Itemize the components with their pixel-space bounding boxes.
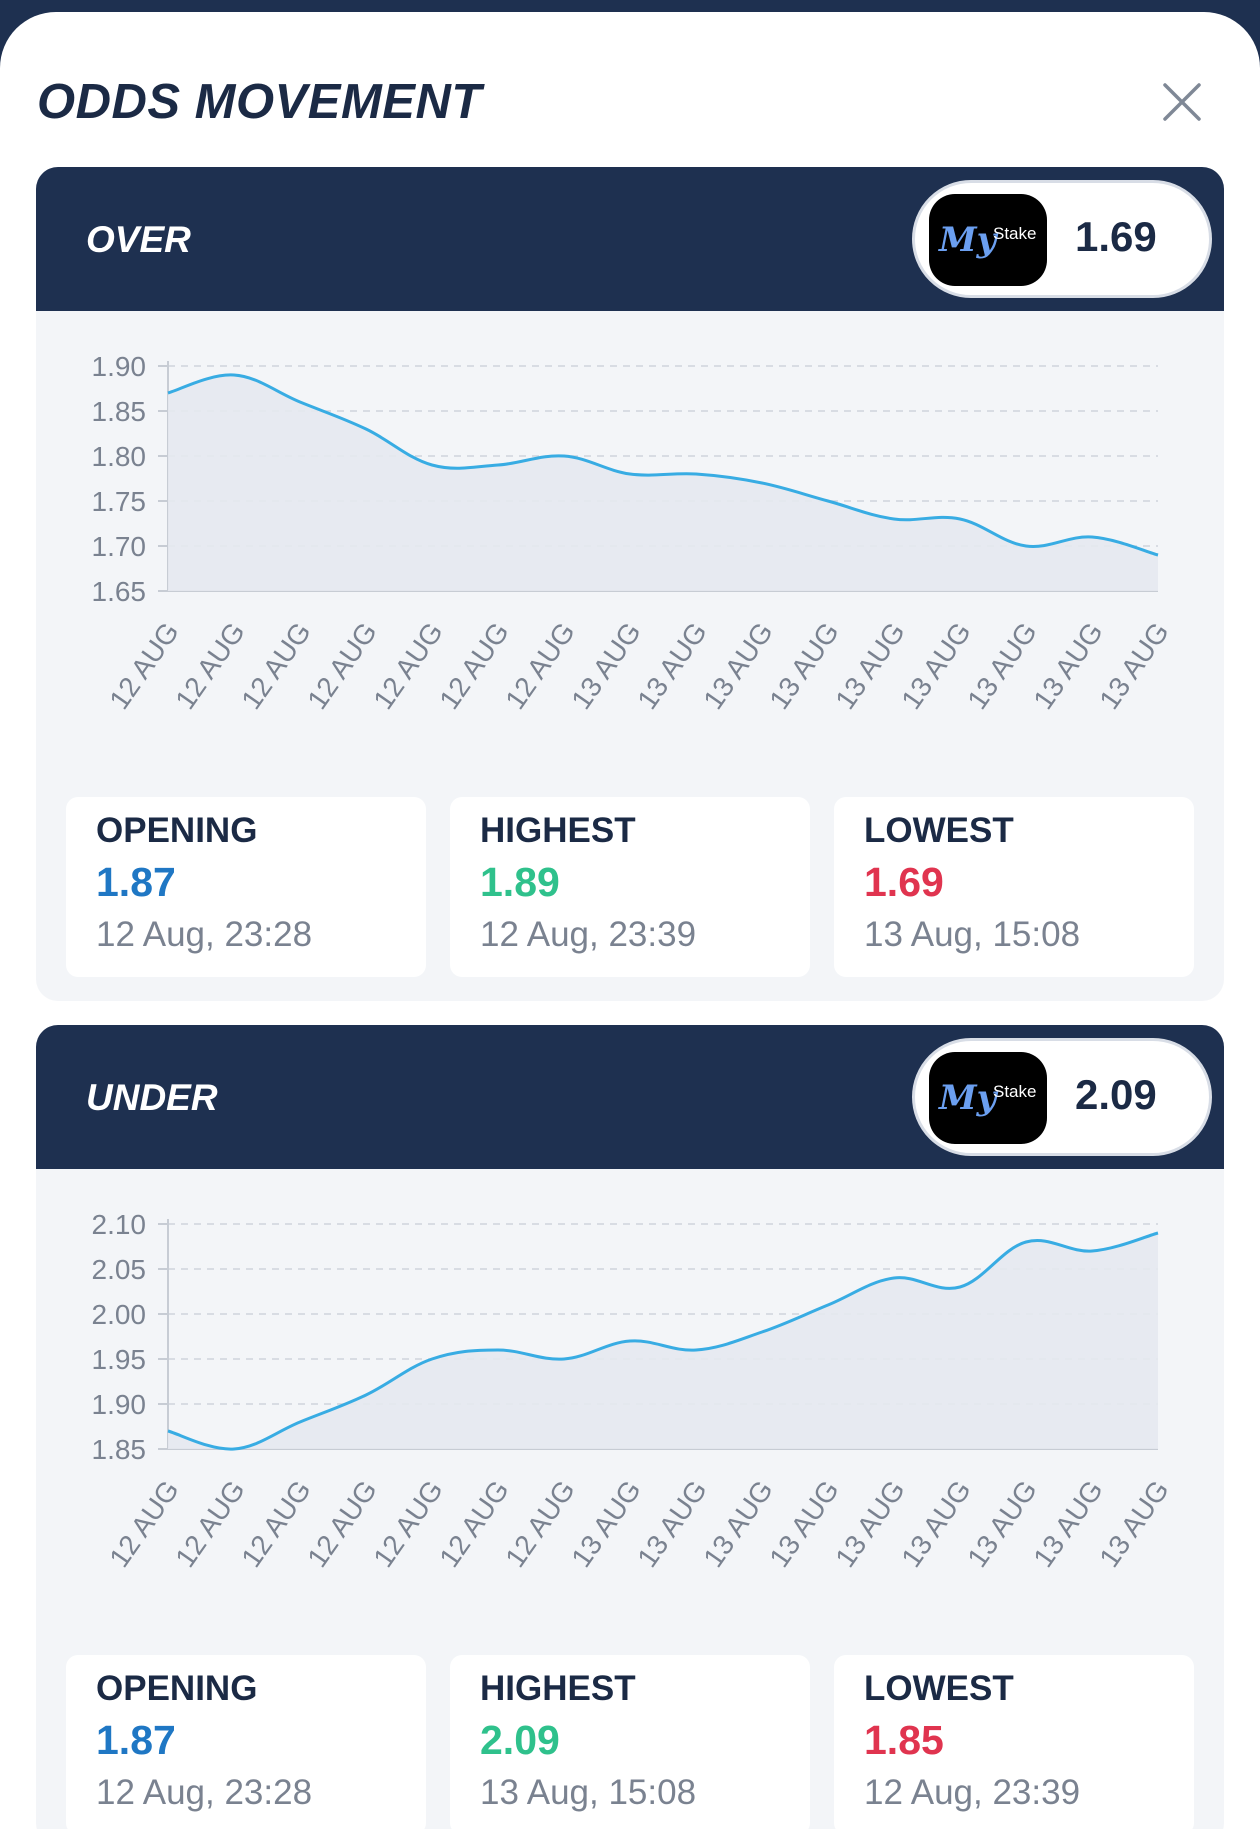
stat-time: 13 Aug, 15:08 xyxy=(864,915,1081,954)
stat-time: 12 Aug, 23:39 xyxy=(480,915,697,954)
panel-label: UNDER xyxy=(86,1077,218,1118)
stat-value: 1.69 xyxy=(864,859,944,905)
stat-value: 1.85 xyxy=(864,1717,944,1763)
panel-header: UNDER My Stake 2.09 xyxy=(36,1025,1224,1169)
y-tick-label: 2.00 xyxy=(92,1299,147,1330)
stat-highest: HIGHEST 1.89 12 Aug, 23:39 xyxy=(450,797,810,977)
stat-label: OPENING xyxy=(96,811,258,850)
panel-header: OVER My Stake 1.69 xyxy=(36,167,1224,311)
chart-under: 2.10 2.05 2.00 1.95 1.90 1.85 12 AUG 12 AUG 12 A… xyxy=(36,1169,1224,1799)
series-line xyxy=(167,373,1159,557)
logo-main-text: My xyxy=(938,220,999,260)
bookmaker-odds-pill[interactable]: My Stake 2.09 xyxy=(912,1038,1212,1156)
stat-opening: OPENING 1.87 12 Aug, 23:28 xyxy=(66,1655,426,1829)
close-button[interactable] xyxy=(1152,72,1212,132)
y-tick-label: 1.90 xyxy=(92,351,147,382)
current-odds: 1.69 xyxy=(1075,213,1157,260)
y-tick-label: 1.85 xyxy=(92,396,147,427)
bookmaker-logo: My Stake xyxy=(929,1052,1047,1144)
stat-label: HIGHEST xyxy=(480,811,636,850)
y-tick-label: 1.90 xyxy=(92,1389,147,1420)
panel-over: OVER My Stake 1.69 1.90 1.85 1.80 1.75 1.70 1… xyxy=(36,167,1224,1001)
sheet-title: ODDS MOVEMENT xyxy=(37,75,482,129)
stat-time: 12 Aug, 23:28 xyxy=(96,915,313,954)
bookmaker-odds-pill[interactable]: My Stake 1.69 xyxy=(912,180,1212,298)
y-tick-label: 1.75 xyxy=(92,486,147,517)
y-tick-label: 2.10 xyxy=(92,1209,147,1240)
stat-label: OPENING xyxy=(96,1669,258,1708)
logo-sub-text: Stake xyxy=(993,224,1036,243)
stat-label: LOWEST xyxy=(864,1669,1014,1708)
bookmaker-logo: My Stake xyxy=(929,194,1047,286)
stat-label: HIGHEST xyxy=(480,1669,636,1708)
stat-value: 1.87 xyxy=(96,1717,176,1763)
x-tick-label: 13 AUG xyxy=(1093,617,1175,715)
y-tick-label: 1.65 xyxy=(92,576,147,607)
panel-under: UNDER My Stake 2.09 2.10 2.05 2.00 1.95 1.90… xyxy=(36,1025,1224,1829)
stat-time: 12 Aug, 23:39 xyxy=(864,1773,1081,1812)
y-tick-label: 1.95 xyxy=(92,1344,147,1375)
stat-time: 13 Aug, 15:08 xyxy=(480,1773,697,1812)
logo-main-text: My xyxy=(938,1078,999,1118)
stat-value: 2.09 xyxy=(480,1717,560,1763)
stat-lowest: LOWEST 1.85 12 Aug, 23:39 xyxy=(834,1655,1194,1829)
chart-over: 1.90 1.85 1.80 1.75 1.70 1.65 12 AUG 12 AUG 12 A… xyxy=(36,311,1224,941)
stats-row: OPENING 1.87 12 Aug, 23:28 HIGHEST 1.89 … xyxy=(66,797,1196,977)
stat-label: LOWEST xyxy=(864,811,1014,850)
stat-opening: OPENING 1.87 12 Aug, 23:28 xyxy=(66,797,426,977)
series-area xyxy=(168,374,1158,591)
x-tick-label: 13 AUG xyxy=(1093,1475,1175,1573)
series-line xyxy=(167,1231,1159,1451)
stats-row: OPENING 1.87 12 Aug, 23:28 HIGHEST 2.09 … xyxy=(66,1655,1196,1829)
stat-highest: HIGHEST 2.09 13 Aug, 15:08 xyxy=(450,1655,810,1829)
current-odds: 2.09 xyxy=(1075,1071,1157,1118)
stat-time: 12 Aug, 23:28 xyxy=(96,1773,313,1812)
y-tick-label: 1.80 xyxy=(92,441,147,472)
stat-lowest: LOWEST 1.69 13 Aug, 15:08 xyxy=(834,797,1194,977)
logo-sub-text: Stake xyxy=(993,1082,1036,1101)
y-tick-label: 1.70 xyxy=(92,531,147,562)
close-icon xyxy=(1163,83,1201,121)
y-tick-label: 1.85 xyxy=(92,1434,147,1465)
series-area xyxy=(168,1233,1158,1450)
stat-value: 1.87 xyxy=(96,859,176,905)
stat-value: 1.89 xyxy=(480,859,560,905)
y-tick-label: 2.05 xyxy=(92,1254,147,1285)
panel-label: OVER xyxy=(86,219,191,260)
